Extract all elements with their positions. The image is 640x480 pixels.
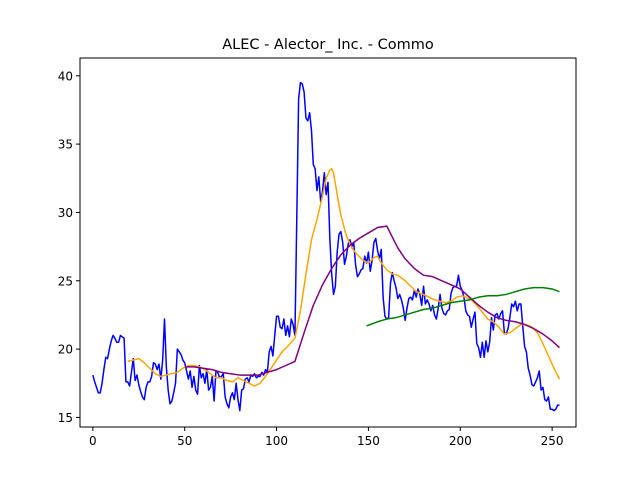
series-line-1 (92, 81, 560, 412)
x-tick-label: 200 (449, 434, 472, 448)
series-layer (92, 81, 561, 412)
y-tick-label: 30 (58, 206, 73, 220)
y-tick-label: 20 (58, 343, 73, 357)
y-tick-label: 15 (58, 411, 73, 425)
y-tick-label: 40 (58, 69, 73, 83)
series-line-3 (184, 225, 560, 376)
x-tick-label: 150 (357, 434, 380, 448)
y-tick-label: 25 (58, 274, 73, 288)
chart-title: ALEC - Alector_ Inc. - Commo (222, 37, 434, 53)
x-tick-label: 50 (177, 434, 192, 448)
y-tick-label: 35 (58, 138, 73, 152)
axis-layer: 0 50 100 150 200 250 15 20 25 30 35 40 (58, 69, 564, 448)
x-tick-label: 0 (89, 434, 97, 448)
series-line-2 (127, 167, 561, 387)
x-tick-label: 100 (265, 434, 288, 448)
x-tick-label: 250 (541, 434, 564, 448)
plot-frame (79, 57, 577, 428)
series-line-4 (366, 286, 560, 327)
